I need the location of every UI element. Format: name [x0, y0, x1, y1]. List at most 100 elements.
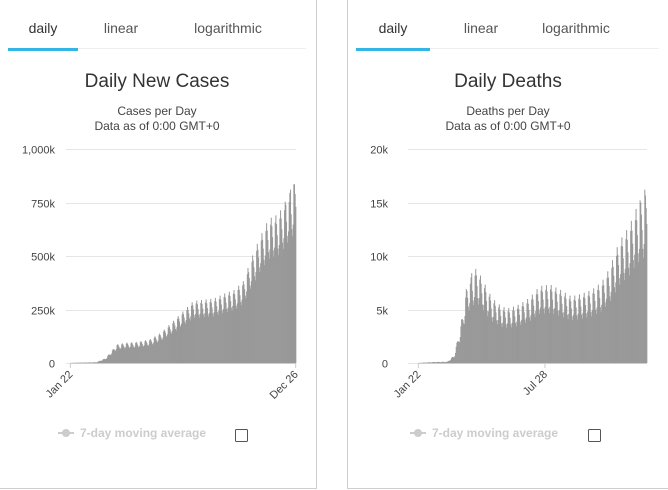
- x-tick-label: Jul 28: [521, 369, 550, 398]
- bar: [529, 317, 531, 363]
- bar: [621, 237, 623, 363]
- bar: [465, 289, 467, 363]
- legend-moving-average[interactable]: 7-day moving average: [410, 426, 558, 440]
- bar: [578, 298, 580, 363]
- bar: [575, 307, 577, 363]
- tab-logarithmic[interactable]: logarithmic: [194, 20, 262, 36]
- bar: [89, 362, 91, 363]
- bar: [430, 362, 432, 363]
- chart-card-deaths: daily linear logarithmic Daily Deaths De…: [347, 0, 668, 489]
- legend-moving-average[interactable]: 7-day moving average: [58, 426, 206, 440]
- bar: [167, 334, 169, 363]
- bar: [440, 362, 442, 363]
- bar: [106, 357, 108, 363]
- bar: [443, 361, 445, 363]
- bar: [488, 296, 490, 363]
- tab-daily[interactable]: daily: [8, 8, 78, 51]
- bar: [459, 337, 461, 363]
- bar: [252, 255, 254, 363]
- bar: [468, 310, 470, 363]
- bar: [622, 258, 624, 363]
- bar: [133, 346, 135, 363]
- bar: [555, 287, 557, 363]
- bar: [143, 346, 145, 363]
- bar: [98, 361, 100, 363]
- bar: [163, 331, 165, 363]
- bar: [264, 255, 266, 363]
- bar: [631, 230, 633, 363]
- tab-daily[interactable]: daily: [356, 8, 430, 51]
- bar: [142, 345, 144, 363]
- bar: [258, 267, 260, 363]
- bar: [173, 322, 175, 363]
- bar: [207, 313, 209, 363]
- bar: [256, 250, 258, 363]
- bar: [224, 293, 226, 363]
- bar: [237, 289, 239, 363]
- bar: [435, 362, 437, 363]
- bar: [261, 233, 263, 363]
- tab-linear[interactable]: linear: [463, 20, 499, 36]
- bar: [558, 315, 560, 363]
- bar: [459, 341, 461, 363]
- bar: [507, 311, 509, 363]
- bar: [626, 239, 628, 363]
- bar: [517, 304, 519, 363]
- bar: [624, 280, 626, 363]
- bar: [486, 300, 488, 363]
- bar: [514, 323, 517, 363]
- bar: [524, 319, 526, 363]
- bar: [591, 310, 593, 363]
- bar: [580, 306, 582, 363]
- chart-subtitle-line-1: Deaths per Day: [466, 104, 549, 118]
- bar: [477, 298, 479, 363]
- bar: [643, 244, 645, 363]
- bar: [520, 324, 522, 363]
- bar: [556, 293, 558, 363]
- bar: [198, 317, 200, 363]
- bar: [137, 344, 139, 363]
- cases-chart: Daily New Cases Cases per Day Data as of…: [22, 71, 301, 442]
- bar: [498, 304, 500, 363]
- bar: [556, 301, 558, 363]
- bar: [496, 320, 498, 363]
- bar: [644, 195, 646, 363]
- bar: [270, 224, 272, 363]
- bar: [199, 313, 201, 363]
- bar: [609, 296, 611, 363]
- bar: [88, 362, 90, 363]
- bar: [115, 349, 117, 363]
- bar: [641, 230, 643, 363]
- bar: [525, 322, 527, 363]
- bar: [531, 294, 533, 363]
- bar: [492, 316, 494, 363]
- bar: [113, 349, 115, 363]
- bar: [97, 361, 99, 363]
- bar: [115, 350, 117, 363]
- tab-logarithmic[interactable]: logarithmic: [542, 20, 610, 36]
- bar: [552, 309, 554, 363]
- bar: [590, 312, 592, 363]
- moving-average-checkbox[interactable]: [588, 429, 601, 442]
- bar: [131, 343, 133, 363]
- bar: [451, 357, 453, 363]
- scale-tabs: daily linear logarithmic: [356, 8, 659, 51]
- bar: [276, 224, 278, 363]
- bar: [260, 240, 262, 363]
- bar: [102, 359, 104, 363]
- bar: [541, 285, 543, 363]
- bar: [431, 362, 433, 363]
- bar: [560, 289, 562, 363]
- tab-linear[interactable]: linear: [103, 20, 139, 36]
- moving-average-checkbox[interactable]: [235, 429, 248, 442]
- bar: [510, 327, 512, 363]
- bar: [479, 279, 481, 363]
- bar: [445, 362, 447, 363]
- bar: [200, 302, 202, 363]
- bar: [554, 291, 556, 363]
- bar: [249, 285, 251, 363]
- y-tick-label: 0: [382, 359, 388, 371]
- bar: [485, 292, 487, 363]
- bar: [200, 300, 202, 363]
- bar: [596, 307, 598, 363]
